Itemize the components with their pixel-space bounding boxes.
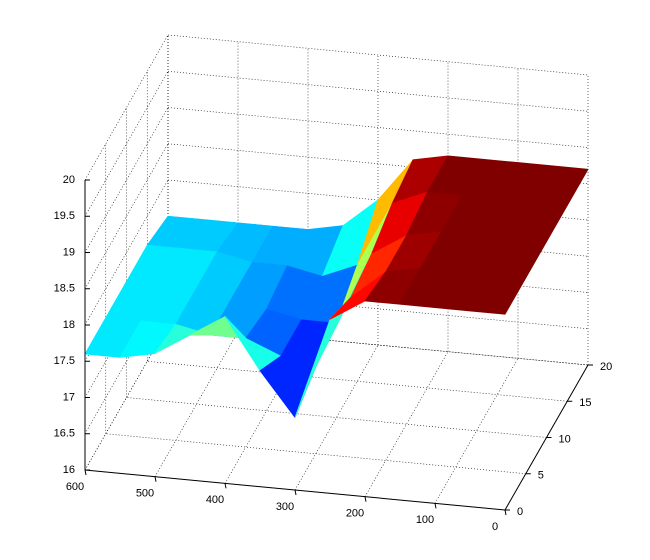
z-tick-label: 19.5	[54, 210, 75, 222]
x-tick	[294, 489, 297, 496]
grid-line	[84, 288, 169, 434]
grid-line	[167, 288, 589, 330]
grid-line	[84, 107, 169, 253]
grid-line	[167, 34, 589, 76]
surface-patch	[469, 274, 527, 315]
y-tick-label: 20	[600, 361, 612, 373]
y-tick-label: 5	[538, 470, 544, 482]
grid-line	[126, 397, 547, 438]
z-tick-label: 19	[63, 246, 75, 258]
grid-line	[84, 34, 169, 181]
x-tick	[504, 509, 507, 516]
z-tick-label: 17	[63, 391, 75, 403]
y-tick-label: 10	[559, 433, 571, 445]
grid-line	[84, 71, 169, 217]
x-tick-label: 100	[416, 514, 434, 526]
grid-line	[364, 351, 449, 497]
x-tick-label: 500	[136, 488, 154, 500]
grid-line	[84, 324, 169, 471]
grid-line	[434, 358, 519, 504]
grid-line	[84, 143, 169, 289]
grid-line	[167, 70, 589, 112]
x-tick-label: 0	[492, 521, 498, 533]
x-tick	[154, 476, 157, 482]
grid-line	[147, 360, 568, 402]
z-tick-label: 18.5	[54, 283, 75, 295]
x-tick-label: 600	[66, 481, 84, 493]
z-tick-label: 18	[63, 319, 75, 331]
grid-line	[224, 338, 309, 484]
x-tick-label: 400	[206, 494, 224, 506]
y-tick-label: 0	[517, 506, 523, 518]
grid-line	[154, 331, 239, 477]
x-tick-label: 200	[346, 508, 364, 520]
x-tick	[434, 503, 437, 509]
z-tick-label: 16.5	[54, 428, 75, 440]
x-tick	[84, 469, 87, 476]
grid-line	[84, 252, 169, 398]
grid-line	[167, 107, 589, 148]
grid-line	[84, 179, 169, 326]
grid-line	[167, 324, 589, 366]
x-tick	[224, 483, 227, 489]
z-tick-label: 16	[63, 464, 75, 476]
z-tick-label: 17.5	[54, 355, 75, 367]
grid-line	[294, 344, 379, 491]
x-tick	[364, 496, 367, 502]
grid-line	[105, 433, 526, 475]
x-tick-label: 300	[276, 501, 294, 513]
y-tick-label: 15	[579, 397, 591, 409]
z-tick-label: 20	[63, 174, 75, 186]
